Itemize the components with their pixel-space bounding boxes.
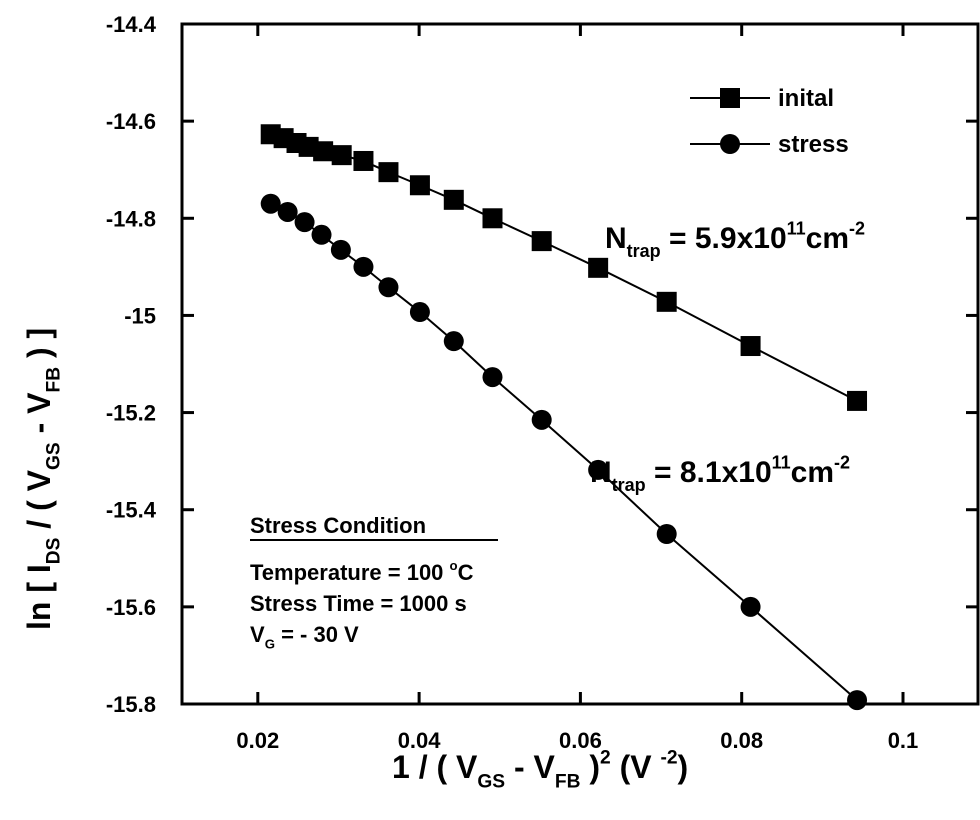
data-point bbox=[313, 141, 333, 161]
x-tick-label: 0.1 bbox=[888, 728, 919, 753]
x-axis-label-part: FB bbox=[555, 772, 581, 793]
legend-label: stress bbox=[778, 131, 849, 158]
data-point bbox=[588, 258, 608, 278]
data-point bbox=[482, 367, 502, 387]
data-point bbox=[444, 190, 464, 210]
y-tick-label: -14.4 bbox=[106, 12, 157, 37]
y-tick-label: -15.6 bbox=[106, 595, 156, 620]
ntrap-annotation-part: 11 bbox=[787, 219, 806, 239]
x-axis-label-part: ) bbox=[678, 749, 689, 785]
data-point bbox=[378, 162, 398, 182]
chart: Stress Condition -14.4 -14.6 -14.8 -15 -15.2… bbox=[0, 0, 980, 820]
x-axis-label-part: ) bbox=[580, 749, 600, 785]
ntrap-annotation-part: -2 bbox=[834, 453, 850, 473]
condition-line-part: = - 30 V bbox=[275, 622, 359, 647]
data-point bbox=[261, 194, 281, 214]
data-point bbox=[378, 277, 398, 297]
condition-line: VG = - 30 V bbox=[250, 622, 359, 652]
data-point bbox=[353, 257, 373, 277]
y-axis-label: ln [ IDS / ( VGS - VFB ) ] bbox=[21, 328, 65, 630]
data-point bbox=[657, 524, 677, 544]
data-point bbox=[331, 240, 351, 260]
data-point bbox=[741, 597, 761, 617]
x-axis-label: 1 / ( VGS - VFB )2 (V -2) bbox=[392, 748, 688, 793]
y-axis-label-part: GS bbox=[44, 442, 65, 470]
data-point bbox=[741, 336, 761, 356]
condition-line-part: o bbox=[450, 558, 458, 573]
condition-line-part: V bbox=[250, 622, 265, 647]
data-point bbox=[847, 391, 867, 411]
y-axis-label-part: ) ] bbox=[21, 328, 57, 367]
x-tick-label: 0.08 bbox=[720, 728, 763, 753]
legend-label: inital bbox=[778, 85, 834, 112]
x-axis-label-part: - V bbox=[505, 749, 555, 785]
y-tick-label: -15 bbox=[124, 303, 156, 328]
condition-line-part: C bbox=[458, 560, 474, 585]
ntrap-annotation-part: 11 bbox=[772, 453, 791, 473]
data-point bbox=[444, 331, 464, 351]
legend-marker bbox=[720, 134, 740, 154]
ntrap-annotation-part: cm bbox=[791, 456, 834, 489]
page: Stress Condition -14.4 -14.6 -14.8 -15 -15.2… bbox=[0, 0, 980, 820]
condition-title: Stress Condition bbox=[250, 513, 426, 538]
y-axis-label-part: / ( V bbox=[21, 469, 57, 537]
ntrap-annotation: Ntrap = 5.9x1011cm-2 bbox=[605, 219, 865, 262]
x-axis-label-part: -2 bbox=[660, 748, 677, 769]
y-tick-label: -15.4 bbox=[106, 498, 157, 523]
data-point bbox=[278, 202, 298, 222]
data-point bbox=[312, 225, 332, 245]
data-point bbox=[332, 145, 352, 165]
y-tick-label: -15.8 bbox=[106, 692, 156, 717]
data-point bbox=[295, 212, 315, 232]
condition-line-part: G bbox=[265, 637, 275, 652]
ntrap-annotation: Ntrap = 8.1x1011cm-2 bbox=[590, 453, 850, 496]
x-tick-label: 0.02 bbox=[236, 728, 279, 753]
x-axis-label-part: 1 / ( V bbox=[392, 749, 478, 785]
condition-line-part: Stress Time = 1000 s bbox=[250, 591, 467, 616]
ntrap-annotation-part: trap bbox=[627, 241, 661, 261]
y-axis-label-part: ln [ I bbox=[21, 564, 57, 630]
data-point bbox=[482, 208, 502, 228]
y-tick-label: -14.6 bbox=[106, 109, 156, 134]
data-point bbox=[410, 175, 430, 195]
y-axis-label-part: DS bbox=[44, 537, 65, 564]
y-tick-label: -15.2 bbox=[106, 401, 156, 426]
data-point bbox=[532, 231, 552, 251]
x-axis-label-part: GS bbox=[477, 772, 505, 793]
y-axis-label-part: - V bbox=[21, 392, 57, 442]
data-point bbox=[657, 292, 677, 312]
ntrap-annotation-part: N bbox=[605, 222, 627, 255]
condition-line: Temperature = 100 oC bbox=[250, 558, 474, 585]
data-point bbox=[847, 690, 867, 710]
ntrap-annotation-part: -2 bbox=[849, 219, 865, 239]
condition-line-part: Temperature = 100 bbox=[250, 560, 450, 585]
y-axis-label-part: FB bbox=[44, 367, 65, 393]
data-point bbox=[353, 151, 373, 171]
condition-line: Stress Time = 1000 s bbox=[250, 591, 467, 616]
ntrap-annotation-part: = 8.1x10 bbox=[646, 456, 772, 489]
data-point bbox=[410, 302, 430, 322]
ntrap-annotation-part: N bbox=[590, 456, 612, 489]
data-point bbox=[532, 410, 552, 430]
ntrap-annotation-part: = 5.9x10 bbox=[661, 222, 787, 255]
x-axis-label-part: (V bbox=[611, 749, 661, 785]
y-tick-label: -14.8 bbox=[106, 206, 156, 231]
ntrap-annotation-part: trap bbox=[612, 475, 646, 495]
legend-marker bbox=[720, 88, 740, 108]
x-axis-label-part: 2 bbox=[600, 748, 611, 769]
ntrap-annotation-part: cm bbox=[806, 222, 849, 255]
